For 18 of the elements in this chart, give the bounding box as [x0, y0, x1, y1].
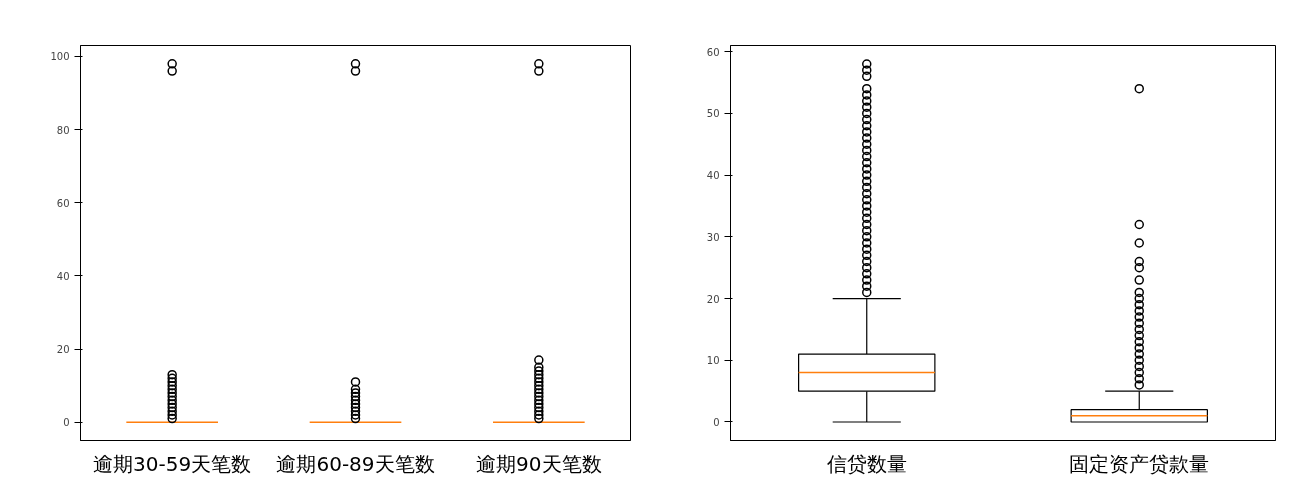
y-tick-label: 30	[706, 231, 720, 243]
y-tick-label: 10	[706, 355, 720, 367]
y-tick-label: 40	[706, 170, 720, 182]
y-tick-label: 100	[50, 51, 70, 63]
y-tick-label: 20	[56, 344, 70, 356]
x-tick-label: 逾期30-59天笔数	[93, 451, 252, 476]
y-tick-label: 80	[56, 124, 70, 136]
x-tick-label: 逾期90天笔数	[476, 451, 602, 476]
y-tick-label: 40	[56, 270, 70, 282]
x-tick-label: 固定资产贷款量	[1069, 451, 1210, 476]
y-tick-label: 20	[706, 293, 720, 305]
x-tick-label: 逾期60-89天笔数	[276, 451, 435, 476]
x-tick-label: 信贷数量	[826, 451, 907, 476]
y-tick-label: 60	[706, 46, 720, 58]
y-tick-label: 50	[706, 108, 720, 120]
y-tick-label: 60	[56, 197, 70, 209]
y-tick-label: 0	[63, 417, 70, 429]
y-tick-label: 0	[713, 416, 720, 428]
